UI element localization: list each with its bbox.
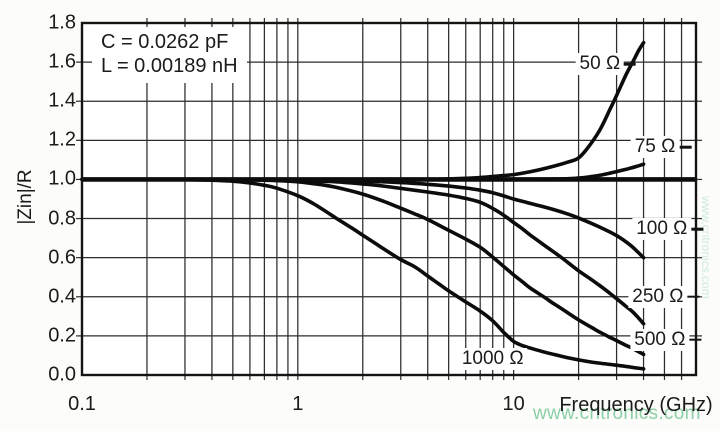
- annotation-box: C = 0.0262 pF L = 0.00189 nH: [92, 27, 247, 83]
- curve-1000-ohm: [80, 177, 646, 371]
- y-tick-label: 1.2: [48, 128, 76, 151]
- watermark-text: www.cntronics.com: [533, 403, 701, 424]
- annotation-line-capacitance: C = 0.0262 pF: [101, 31, 229, 53]
- curve-label-250-ohm: 250 Ω: [628, 285, 700, 308]
- x-tick-label: 0.1: [68, 393, 96, 415]
- curve-label-50-ohm: 50 Ω: [575, 53, 637, 76]
- curve-label-text: 500 Ω: [634, 328, 686, 350]
- curve-label-text: 50 Ω: [579, 53, 621, 75]
- y-tick-label: 0.2: [48, 324, 76, 347]
- y-tick-label: 1.0: [48, 167, 76, 190]
- curve-label-text: 75 Ω: [634, 136, 676, 158]
- y-tick-label: 1.4: [48, 89, 76, 112]
- y-tick-label: 1.8: [48, 11, 76, 34]
- curve-label-text: 250 Ω: [632, 285, 684, 307]
- label-leader-dash: [687, 295, 700, 299]
- curve-label-75-ohm: 75 Ω: [630, 136, 692, 159]
- curve-250-ohm: [80, 177, 646, 326]
- y-tick-label: 0.0: [48, 363, 76, 386]
- curve-label-text: 1000 Ω: [461, 347, 524, 369]
- annotation-line-inductance: L = 0.00189 nH: [101, 55, 238, 77]
- curve-label-1000-ohm: 1000 Ω: [457, 347, 528, 370]
- plot-frame: [80, 21, 698, 377]
- label-leader-dash: [679, 145, 692, 149]
- curve-label-text: 100 Ω: [636, 218, 688, 240]
- y-tick-label: 0.6: [48, 246, 76, 269]
- y-tick-label: 0.8: [48, 207, 76, 230]
- label-leader-dash: [689, 338, 702, 342]
- y-axis-title: |Zin|/R: [15, 169, 36, 225]
- x-tick-label: 10: [502, 393, 525, 415]
- label-leader-dash: [691, 228, 704, 231]
- x-tick-label: 1: [292, 393, 304, 415]
- y-tick-label: 1.6: [48, 50, 76, 73]
- curve-label-100-ohm: 100 Ω: [632, 218, 704, 241]
- curve-label-500-ohm: 500 Ω: [630, 328, 702, 351]
- x-axis-title: Frequency (GHz): [559, 394, 713, 416]
- label-leader-dash: [624, 62, 637, 66]
- watermark-text-vertical: www.cntronics.com: [699, 196, 713, 299]
- y-tick-label: 0.4: [48, 285, 76, 308]
- curve-500-ohm: [80, 177, 646, 357]
